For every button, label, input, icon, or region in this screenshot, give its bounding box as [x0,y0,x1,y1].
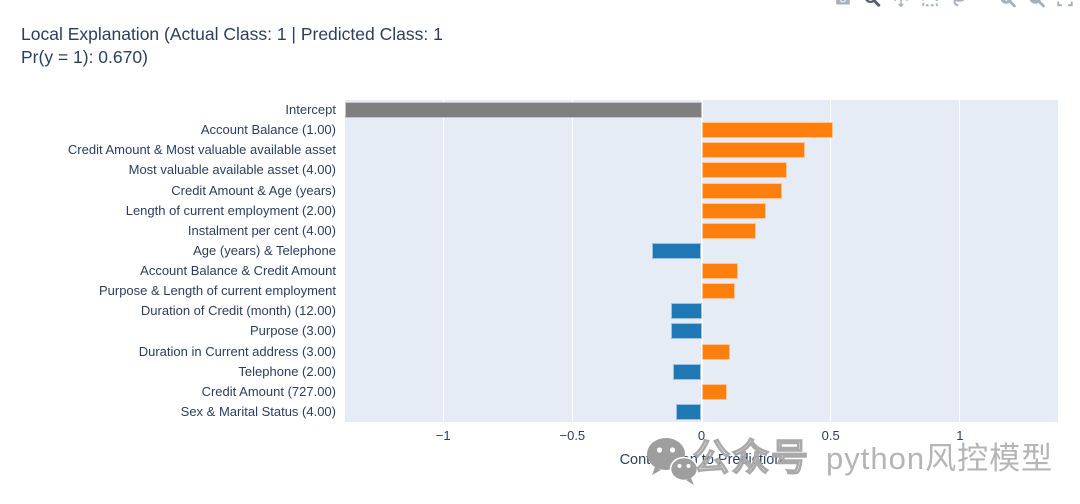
x-tick-label: −1 [435,428,451,443]
bar-positive[interactable] [701,283,736,300]
y-axis-label: Purpose (3.00) [250,323,336,339]
chart-title-line2: Pr(y = 1): 0.670) [21,47,148,67]
gridline [830,100,832,422]
y-axis-label: Duration of Credit (month) (12.00) [140,303,336,319]
y-axis-label: Account Balance (1.00) [200,122,336,138]
bar-positive[interactable] [701,202,767,219]
bar-positive[interactable] [701,162,787,179]
x-axis-title: Contribution to Prediction [619,452,783,468]
zoom-icon[interactable] [863,0,881,8]
bar-positive[interactable] [701,182,782,199]
y-axis-label: Length of current employment (2.00) [125,202,336,218]
y-axis-label: Credit Amount & Most valuable available … [67,142,336,158]
camera-icon[interactable] [834,0,852,8]
zoom-in-icon[interactable] [998,0,1016,8]
x-tick-label: 0.5 [821,428,840,443]
zoom-out-icon[interactable] [1027,0,1045,8]
bar-negative[interactable] [670,303,702,320]
y-axis-label: Telephone (2.00) [238,363,336,379]
y-axis-label: Instalment per cent (4.00) [187,222,336,238]
y-axis-label: Duration in Current address (3.00) [138,343,336,359]
y-axis-label: Credit Amount & Age (years) [171,182,336,198]
x-tick-label: 1 [956,428,964,443]
pan-icon[interactable] [892,0,910,8]
watermark-brand-text: python风控模型 [826,441,1054,476]
y-axis-label: Sex & Marital Status (4.00) [180,403,336,419]
bar-positive[interactable] [701,142,805,159]
y-axis-label: Purpose & Length of current employment [98,283,336,299]
x-tick-label: −0.5 [559,428,586,443]
gridline [571,100,573,422]
autoscale-icon[interactable] [1056,0,1074,8]
bar-positive[interactable] [701,122,834,139]
bar-positive[interactable] [701,222,756,239]
gridline [442,100,444,422]
y-axis-label: Account Balance & Credit Amount [140,263,336,278]
gridline [959,100,961,422]
bar-negative[interactable] [675,403,702,420]
bar-positive[interactable] [701,343,730,360]
y-axis-label: Credit Amount (727.00) [201,383,336,399]
modebar [834,0,1074,8]
plot-area[interactable] [345,100,1058,422]
bar-positive[interactable] [701,263,738,279]
lasso-icon[interactable] [950,0,968,8]
bar-intercept[interactable] [345,102,702,118]
bar-positive[interactable] [701,383,728,400]
box-select-icon[interactable] [921,0,939,8]
y-axis-label: Most valuable available asset (4.00) [128,162,336,178]
y-axis-label: Age (years) & Telephone [193,242,336,258]
bar-negative[interactable] [673,363,702,380]
zero-gridline [700,100,703,422]
y-axis-label: Intercept [285,102,336,117]
bar-negative[interactable] [652,242,702,259]
chart-title: Local Explanation (Actual Class: 1 | Pre… [21,23,443,69]
chart-title-line1: Local Explanation (Actual Class: 1 | Pre… [21,24,443,44]
bar-negative[interactable] [670,323,702,340]
x-tick-label: 0 [697,428,706,443]
